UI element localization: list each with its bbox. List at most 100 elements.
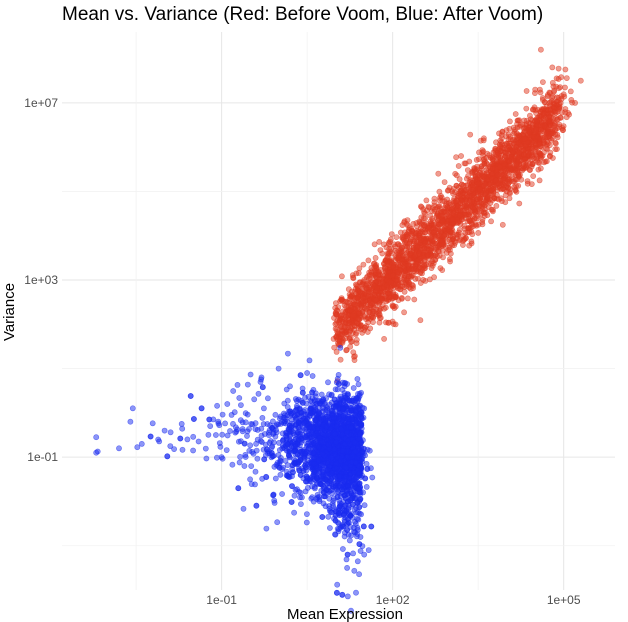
after-voom-point: [129, 405, 136, 412]
after-voom-point: [190, 416, 197, 422]
after-voom-point: [330, 414, 337, 421]
after-voom-point: [320, 396, 327, 403]
before-voom-point: [464, 167, 471, 173]
before-voom-point: [348, 338, 354, 345]
before-voom-point: [503, 133, 509, 139]
after-voom-point: [277, 413, 284, 420]
after-voom-point: [222, 420, 228, 427]
before-voom-point: [469, 198, 475, 205]
after-voom-point: [303, 519, 310, 526]
before-voom-point: [553, 75, 560, 82]
before-voom-point: [415, 257, 422, 263]
before-voom-point: [541, 123, 548, 129]
before-voom-point: [542, 134, 548, 141]
after-voom-point: [254, 455, 261, 462]
after-voom-point: [258, 425, 265, 432]
after-voom-point: [356, 420, 363, 427]
before-voom-point: [528, 181, 535, 187]
after-voom-point: [292, 436, 299, 442]
after-voom-point: [317, 481, 323, 487]
before-voom-point: [435, 203, 442, 210]
before-voom-point: [331, 344, 338, 351]
before-voom-point: [534, 117, 540, 124]
before-voom-point: [458, 181, 465, 188]
after-voom-point: [289, 462, 296, 469]
before-voom-point: [376, 238, 383, 245]
before-voom-point: [457, 187, 464, 194]
before-voom-point: [381, 293, 388, 299]
before-voom-point: [526, 128, 533, 135]
before-voom-point: [404, 295, 411, 302]
before-voom-point: [423, 197, 430, 204]
before-voom-point: [416, 219, 423, 226]
after-voom-point: [352, 518, 358, 525]
after-voom-point: [246, 426, 252, 432]
before-voom-point: [488, 206, 495, 213]
before-voom-point: [365, 273, 371, 279]
before-voom-point: [476, 186, 483, 193]
after-voom-point: [214, 402, 220, 409]
before-voom-point: [465, 225, 472, 231]
after-voom-point: [289, 483, 295, 489]
before-voom-point: [406, 273, 412, 280]
before-voom-point: [446, 256, 453, 262]
after-voom-point: [339, 591, 346, 598]
after-voom-point: [235, 438, 242, 445]
after-voom-point: [356, 571, 362, 578]
after-voom-point: [325, 379, 331, 386]
before-voom-point: [540, 79, 546, 85]
after-voom-point: [334, 494, 341, 500]
before-voom-point: [339, 297, 346, 304]
before-voom-point: [552, 115, 559, 122]
before-voom-point: [387, 248, 394, 255]
after-voom-point: [252, 468, 259, 475]
before-voom-point: [554, 146, 560, 152]
before-voom-point: [535, 159, 542, 166]
before-voom-point: [381, 335, 387, 342]
before-voom-point: [422, 229, 428, 235]
after-voom-point: [322, 503, 329, 510]
after-voom-point: [354, 558, 361, 565]
after-voom-point: [365, 547, 372, 553]
before-voom-point: [527, 112, 533, 119]
before-voom-point: [435, 170, 442, 177]
before-voom-point: [359, 299, 366, 306]
before-voom-point: [371, 267, 378, 274]
after-voom-point: [337, 425, 344, 432]
after-voom-point: [271, 499, 278, 506]
before-voom-point: [464, 182, 471, 188]
before-voom-point: [353, 340, 360, 347]
before-voom-point: [365, 257, 372, 264]
before-voom-point: [557, 114, 564, 121]
after-voom-point: [316, 434, 323, 441]
before-voom-point: [547, 153, 553, 160]
after-voom-point: [318, 391, 325, 398]
before-voom-point: [562, 84, 568, 91]
before-voom-point: [475, 229, 482, 236]
after-voom-point: [344, 551, 351, 558]
before-voom-point: [388, 231, 395, 237]
before-voom-point: [429, 217, 436, 224]
before-voom-point: [503, 150, 509, 157]
after-voom-point: [247, 371, 254, 378]
after-voom-point: [219, 431, 226, 438]
after-voom-point: [302, 394, 308, 401]
before-voom-point: [577, 77, 584, 84]
before-voom-point: [431, 199, 438, 206]
after-voom-point: [292, 396, 299, 402]
after-voom-point: [343, 464, 350, 471]
before-voom-point: [347, 343, 354, 350]
before-voom-point: [395, 254, 402, 261]
before-voom-point: [449, 216, 456, 223]
before-voom-point: [466, 209, 473, 216]
before-voom-point: [334, 307, 340, 314]
before-voom-point: [532, 107, 539, 113]
after-voom-point: [353, 408, 359, 415]
before-voom-point: [395, 297, 402, 304]
before-voom-point: [387, 236, 394, 243]
before-voom-point: [533, 127, 540, 133]
before-voom-point: [395, 247, 402, 254]
after-voom-point: [234, 381, 241, 388]
before-voom-point: [516, 200, 523, 207]
before-voom-point: [363, 291, 370, 298]
